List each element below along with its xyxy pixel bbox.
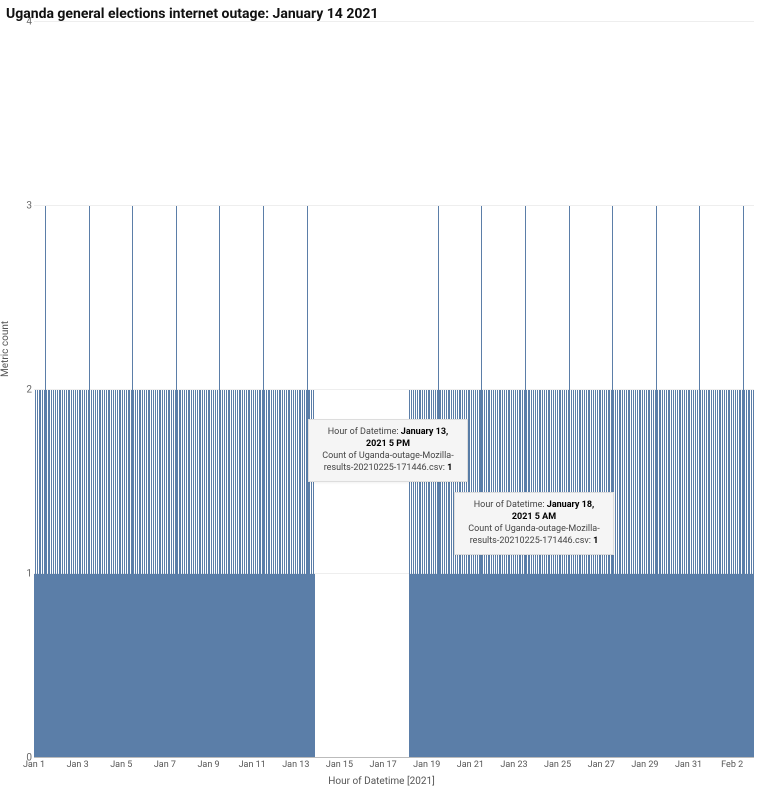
- x-tick-label: Jan 23: [500, 760, 527, 770]
- x-axis-ticks: Jan 1Jan 3Jan 5Jan 7Jan 9Jan 11Jan 13Jan…: [34, 758, 754, 772]
- bar: [314, 574, 315, 758]
- x-tick-label: Jan 27: [588, 760, 615, 770]
- y-tick-label: 3: [26, 201, 32, 212]
- plot-outer: 01234 Hour of Datetime: January 13, 2021…: [34, 22, 757, 758]
- x-tick-label: Jan 31: [675, 760, 702, 770]
- x-tick-label: Jan 5: [110, 760, 132, 770]
- x-axis-label: Hour of Datetime [2021]: [6, 776, 757, 787]
- chart-title: Uganda general elections internet outage…: [6, 6, 757, 22]
- x-tick-label: Feb 2: [721, 760, 743, 770]
- y-axis-label: Metric count: [0, 320, 11, 376]
- tooltip-line: Count of Uganda-outage-Mozilla-results-2…: [463, 523, 605, 547]
- x-tick-label: Jan 21: [457, 760, 484, 770]
- x-tick-label: Jan 25: [544, 760, 571, 770]
- x-tick-label: Jan 7: [154, 760, 176, 770]
- x-tick-label: Jan 19: [413, 760, 440, 770]
- tooltip: Hour of Datetime: January 13, 2021 5 PMC…: [308, 419, 468, 482]
- bar: [753, 390, 754, 758]
- x-tick-label: Jan 15: [326, 760, 353, 770]
- y-tick-label: 2: [26, 385, 32, 396]
- x-tick-label: Jan 13: [282, 760, 309, 770]
- x-tick-label: Jan 17: [369, 760, 396, 770]
- x-tick-label: Jan 29: [631, 760, 658, 770]
- bars-layer: [34, 22, 754, 758]
- tooltip-line: Count of Uganda-outage-Mozilla-results-2…: [317, 450, 459, 474]
- x-tick-label: Jan 3: [67, 760, 89, 770]
- chart-container: Metric count 01234 Hour of Datetime: Jan…: [6, 22, 757, 787]
- x-tick-label: Jan 11: [239, 760, 266, 770]
- x-tick-label: Jan 1: [23, 760, 45, 770]
- tooltip-line: Hour of Datetime: January 18, 2021 5 AM: [463, 499, 605, 523]
- x-tick-label: Jan 9: [197, 760, 219, 770]
- y-tick-label: 4: [26, 17, 32, 28]
- y-tick-label: 1: [26, 569, 32, 580]
- tooltip: Hour of Datetime: January 18, 2021 5 AMC…: [454, 492, 614, 555]
- y-axis-ticks: 01234: [14, 22, 32, 758]
- plot-area: Hour of Datetime: January 13, 2021 5 PMC…: [34, 22, 754, 758]
- tooltip-line: Hour of Datetime: January 13, 2021 5 PM: [317, 426, 459, 450]
